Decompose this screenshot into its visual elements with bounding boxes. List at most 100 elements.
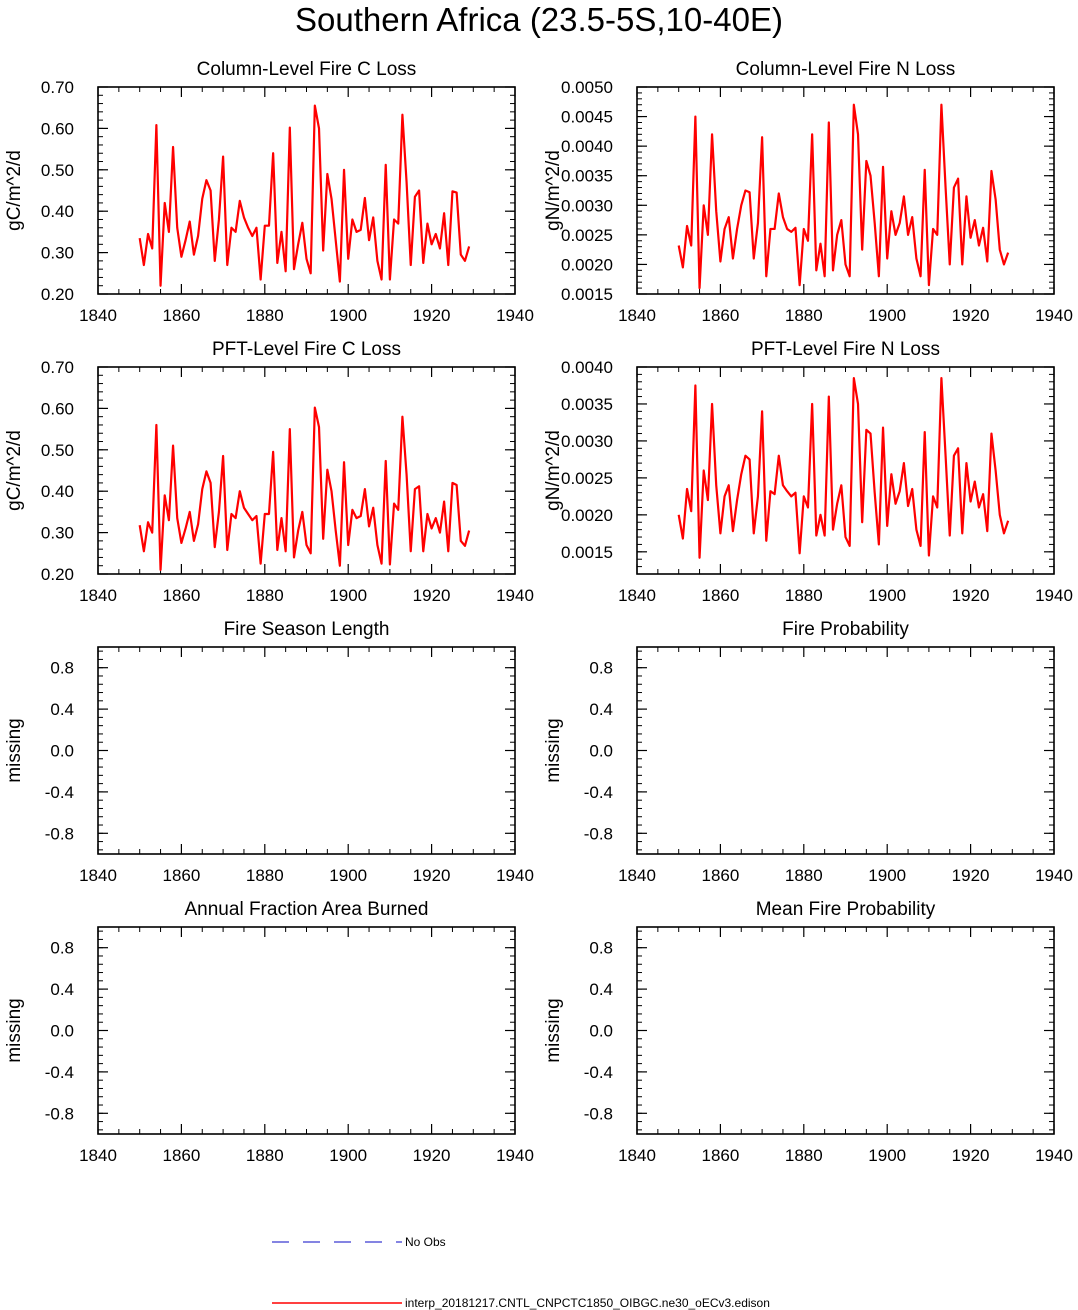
panel-4-series-line-1 — [677, 376, 1010, 559]
panel-7-y-tick-label: 0.4 — [50, 980, 74, 999]
panel-4-y-axis-label: gN/m^2/d — [543, 430, 564, 511]
panel-7-y-tick-label: -0.4 — [45, 1063, 74, 1082]
panel-3-x-tick-label: 1860 — [162, 586, 200, 605]
panel-6-y-tick-label: 0.4 — [589, 700, 613, 719]
panel-6-frame — [636, 646, 1055, 855]
panel-1-frame — [97, 86, 516, 295]
panel-8-title: Mean Fire Probability — [756, 899, 936, 920]
panel-4-x-tick-label: 1940 — [1035, 586, 1073, 605]
panel-5-y-tick-label: 0.4 — [50, 700, 74, 719]
panel-4-x-tick-label: 1860 — [701, 586, 739, 605]
panel-8-y-tick-label: 0.8 — [589, 939, 613, 958]
panel-4-title: PFT-Level Fire N Loss — [751, 339, 940, 360]
panel-1-y-tick-label: 0.50 — [41, 161, 74, 180]
panel-7-x-tick-label: 1940 — [496, 1146, 534, 1165]
panel-8-x-tick-label: 1920 — [952, 1146, 990, 1165]
panel-4-x-tick-label: 1840 — [618, 586, 656, 605]
panel-7-y-tick-label: 0.0 — [50, 1022, 74, 1041]
panel-1-y-tick-label: 0.60 — [41, 119, 74, 138]
panel-2-y-axis-label: gN/m^2/d — [543, 150, 564, 231]
panel-3-y-axis-label: gC/m^2/d — [4, 430, 25, 511]
panel-6-x-tick-label: 1860 — [701, 866, 739, 885]
panel-5-title: Fire Season Length — [224, 619, 390, 640]
panel-3-y-tick-label: 0.20 — [41, 565, 74, 584]
panel-5-x-tick-label: 1920 — [413, 866, 451, 885]
panel-6-y-tick-label: 0.8 — [589, 659, 613, 678]
panel-8-x-tick-label: 1880 — [785, 1146, 823, 1165]
panel-4-x-tick-label: 1880 — [785, 586, 823, 605]
panel-7-frame — [97, 926, 516, 1135]
panel-3-y-tick-label: 0.60 — [41, 399, 74, 418]
panel-1-x-tick-label: 1940 — [496, 306, 534, 325]
panel-5-y-tick-label: 0.8 — [50, 659, 74, 678]
legend: No Obs interp_20181217.CNTL_CNPCTC1850_O… — [272, 1235, 770, 1310]
panel-1-y-tick-label: 0.40 — [41, 202, 74, 221]
panel-2-frame — [636, 86, 1055, 295]
panel-1-y-tick-label: 0.20 — [41, 285, 74, 304]
panel-8-y-tick-label: 0.0 — [589, 1022, 613, 1041]
panel-8-mean-fire-probability: 1840 1860 1880 1900 1920 1940 -0.8 -0.4 0.0 0.4 0.… — [543, 899, 1073, 1165]
panel-8-x-tick-label: 1840 — [618, 1146, 656, 1165]
panel-4-y-tick-label: 0.0015 — [561, 543, 613, 562]
panel-2-y-tick-label: 0.0015 — [561, 285, 613, 304]
panel-8-x-tick-label: 1860 — [701, 1146, 739, 1165]
panel-7-x-tick-label: 1840 — [79, 1146, 117, 1165]
panel-2-x-tick-label: 1920 — [952, 306, 990, 325]
panel-5-y-axis-label: missing — [4, 718, 25, 782]
panel-3-pft-level-fire-c-loss: 1840 1860 1880 1900 1920 1940 0.20 0.30 0.40 0.50… — [4, 339, 534, 605]
panel-6-x-tick-label: 1840 — [618, 866, 656, 885]
panel-3-title: PFT-Level Fire C Loss — [212, 339, 401, 360]
panel-2-title: Column-Level Fire N Loss — [736, 59, 956, 80]
panel-7-x-tick-label: 1900 — [329, 1146, 367, 1165]
panel-3-frame — [97, 366, 516, 575]
panel-6-title: Fire Probability — [782, 619, 909, 640]
panel-8-x-tick-label: 1900 — [868, 1146, 906, 1165]
panel-5-y-tick-label: 0.0 — [50, 742, 74, 761]
panel-3-y-tick-label: 0.40 — [41, 482, 74, 501]
panel-4-y-tick-label: 0.0035 — [561, 395, 613, 414]
panel-4-y-tick-label: 0.0040 — [561, 358, 613, 377]
panel-7-y-axis-label: missing — [4, 998, 25, 1062]
panel-6-y-tick-label: -0.8 — [584, 824, 613, 843]
panel-7-y-tick-label: 0.8 — [50, 939, 74, 958]
panel-5-x-tick-label: 1940 — [496, 866, 534, 885]
panel-1-y-tick-label: 0.30 — [41, 244, 74, 263]
panel-6-fire-probability: 1840 1860 1880 1900 1920 1940 -0.8 -0.4 0.0 0.4 0.… — [543, 619, 1073, 885]
panel-7-y-tick-label: -0.8 — [45, 1104, 74, 1123]
panel-5-y-tick-label: -0.8 — [45, 824, 74, 843]
panel-3-y-tick-label: 0.70 — [41, 358, 74, 377]
panel-1-series-line-1 — [138, 104, 471, 287]
panel-3-x-tick-label: 1880 — [246, 586, 284, 605]
panel-3-y-tick-label: 0.30 — [41, 524, 74, 543]
panel-4-frame — [636, 366, 1055, 575]
panel-8-y-tick-label: 0.4 — [589, 980, 613, 999]
panel-6-y-tick-label: 0.0 — [589, 742, 613, 761]
panels-group: 1840 1860 1880 1900 1920 1940 0.20 0.30 0.40 0.50… — [4, 59, 1073, 1165]
panel-5-x-tick-label: 1880 — [246, 866, 284, 885]
panel-3-x-tick-label: 1940 — [496, 586, 534, 605]
panel-6-y-tick-label: -0.4 — [584, 783, 613, 802]
panel-2-y-tick-label: 0.0050 — [561, 78, 613, 97]
panel-4-y-tick-label: 0.0020 — [561, 506, 613, 525]
panel-2-y-tick-label: 0.0035 — [561, 167, 613, 186]
panel-1-x-tick-label: 1920 — [413, 306, 451, 325]
panel-1-x-tick-label: 1840 — [79, 306, 117, 325]
panel-5-x-tick-label: 1900 — [329, 866, 367, 885]
panel-1-y-axis-label: gC/m^2/d — [4, 150, 25, 231]
panel-1-title: Column-Level Fire C Loss — [197, 59, 417, 80]
panel-1-x-tick-label: 1880 — [246, 306, 284, 325]
panel-6-x-tick-label: 1940 — [1035, 866, 1073, 885]
panel-3-x-tick-label: 1840 — [79, 586, 117, 605]
panel-7-x-tick-label: 1860 — [162, 1146, 200, 1165]
panel-3-series-line-1 — [138, 406, 471, 571]
panel-4-y-tick-label: 0.0025 — [561, 469, 613, 488]
panel-2-x-tick-label: 1940 — [1035, 306, 1073, 325]
panel-4-y-tick-label: 0.0030 — [561, 432, 613, 451]
panel-2-y-tick-label: 0.0030 — [561, 196, 613, 215]
panel-4-pft-level-fire-n-loss: 1840 1860 1880 1900 1920 1940 0.0015 0.0020 0.00… — [543, 339, 1073, 605]
panel-3-x-tick-label: 1900 — [329, 586, 367, 605]
panel-4-x-tick-label: 1900 — [868, 586, 906, 605]
panel-8-y-tick-label: -0.4 — [584, 1063, 613, 1082]
panel-6-x-tick-label: 1900 — [868, 866, 906, 885]
